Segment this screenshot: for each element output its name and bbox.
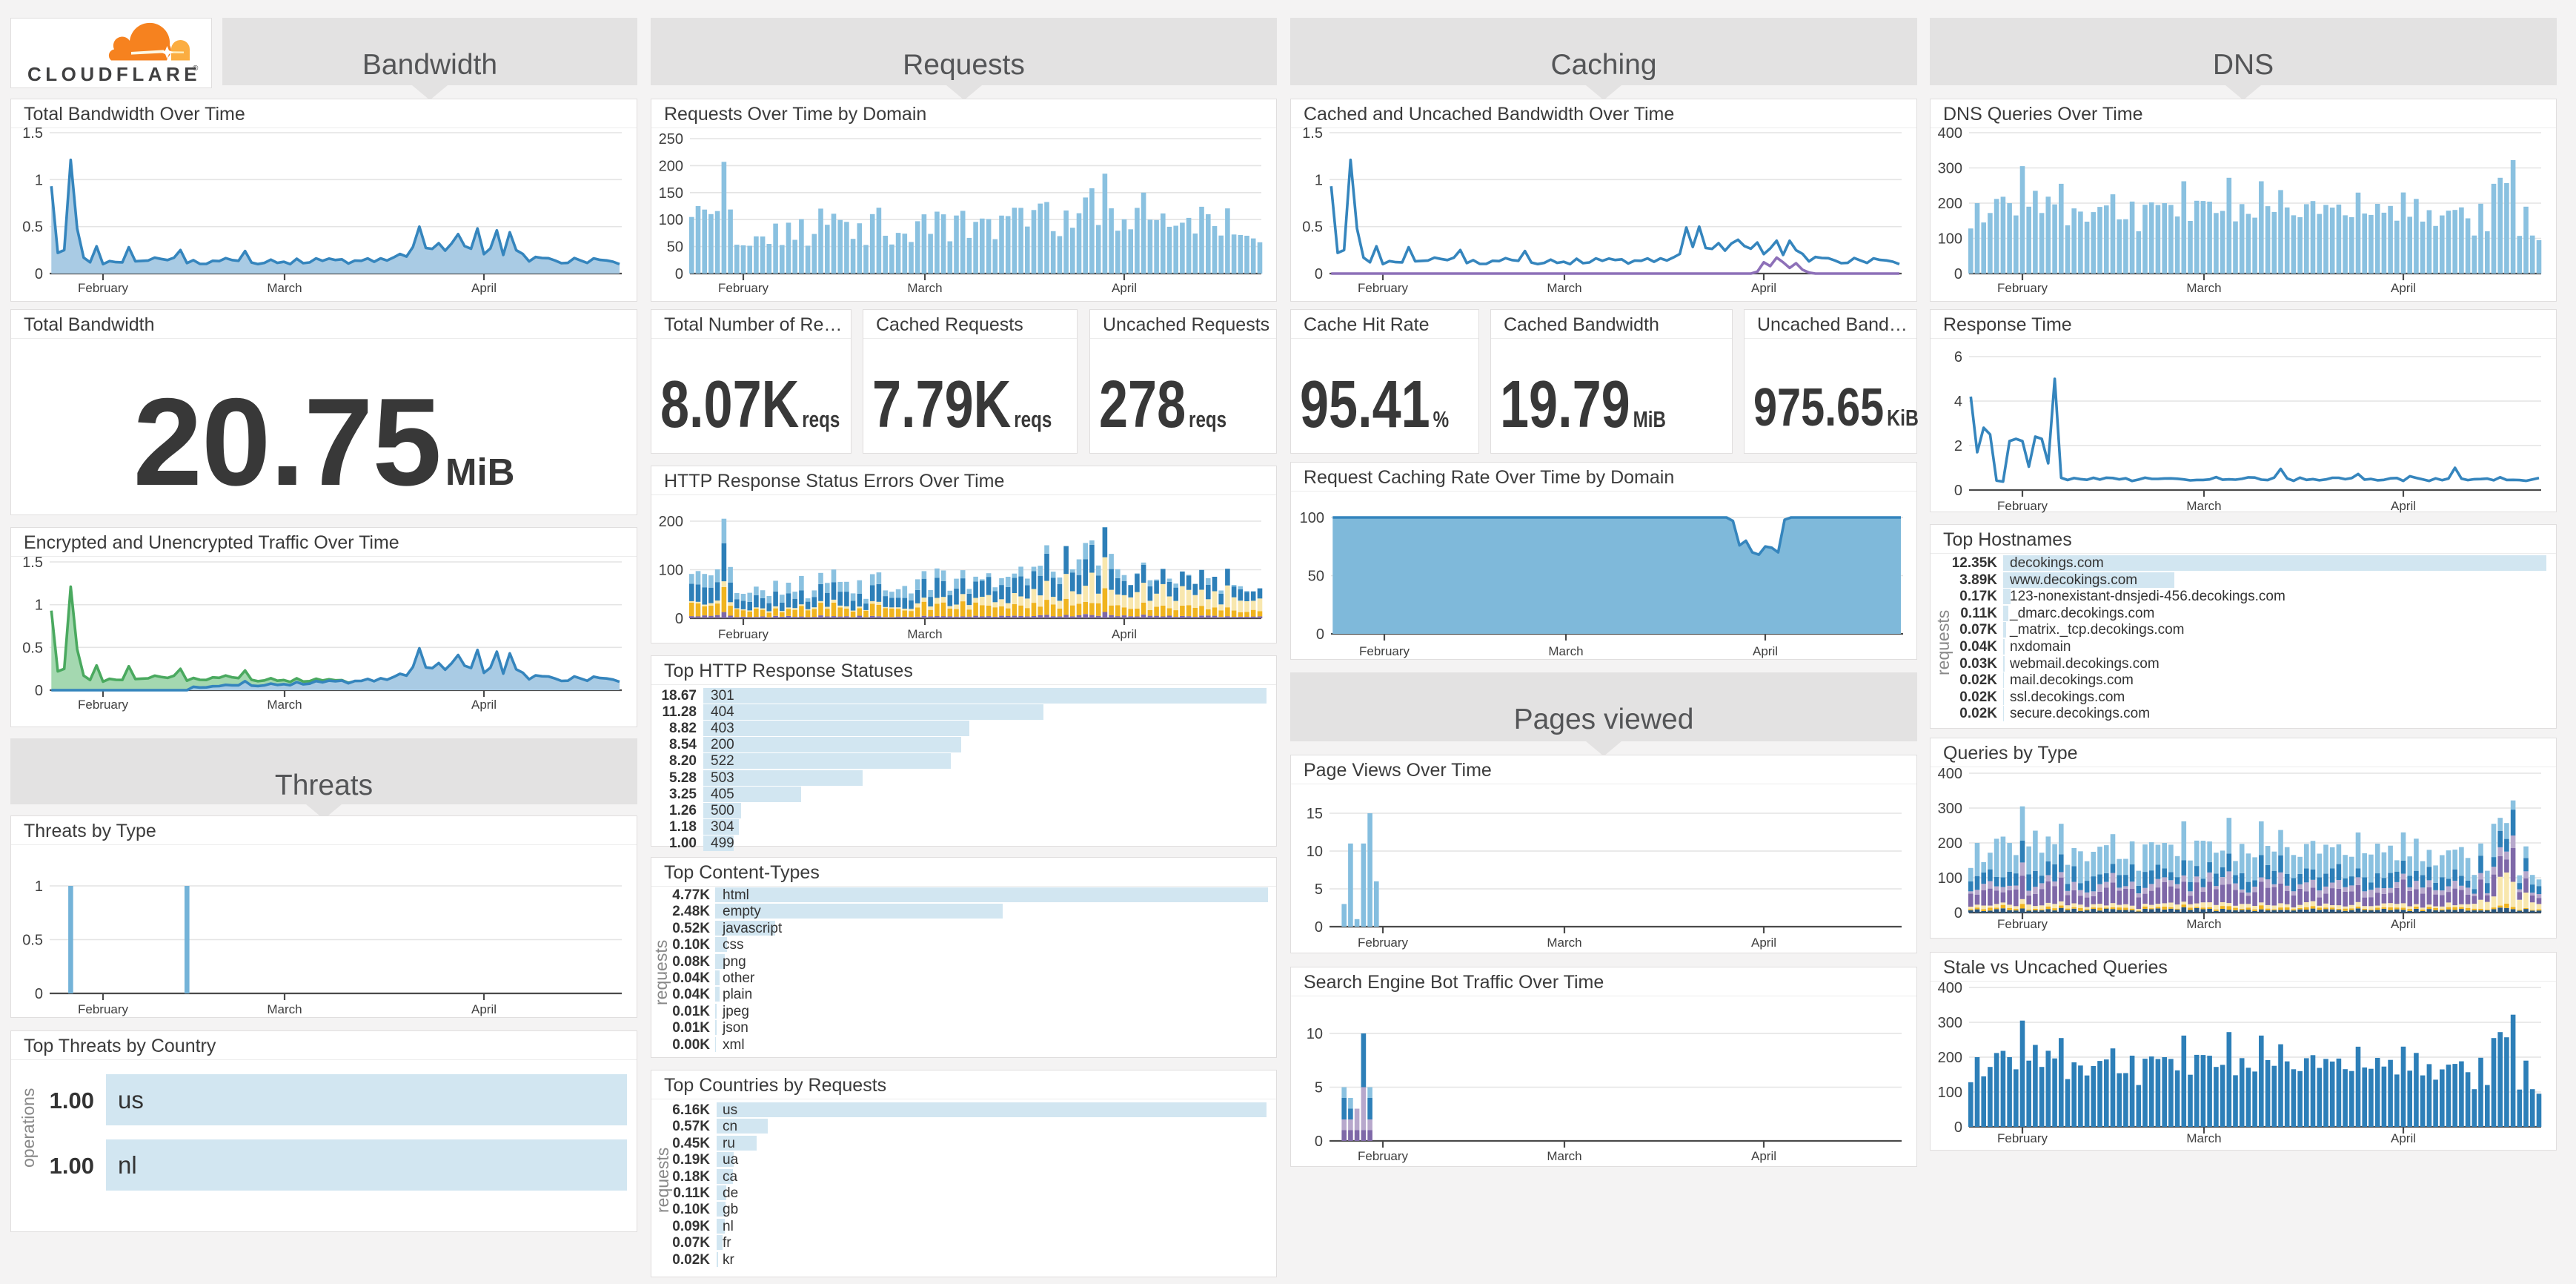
svg-text:15: 15 xyxy=(1307,806,1323,822)
svg-text:250: 250 xyxy=(659,131,683,148)
svg-text:0: 0 xyxy=(1315,1134,1323,1150)
svg-text:0.5: 0.5 xyxy=(22,219,43,236)
svg-text:March: March xyxy=(267,281,302,295)
svg-text:1.5: 1.5 xyxy=(1302,125,1323,142)
svg-text:April: April xyxy=(1751,281,1776,295)
svg-text:February: February xyxy=(1358,936,1409,950)
svg-text:50: 50 xyxy=(1308,569,1324,585)
svg-text:1.5: 1.5 xyxy=(22,555,43,571)
svg-text:100: 100 xyxy=(659,212,683,228)
svg-text:April: April xyxy=(2391,281,2416,295)
svg-text:April: April xyxy=(471,698,497,712)
svg-text:0: 0 xyxy=(35,266,43,282)
svg-text:400: 400 xyxy=(1938,980,1962,996)
svg-text:0: 0 xyxy=(1954,905,1962,921)
svg-text:March: March xyxy=(2186,281,2221,295)
svg-text:100: 100 xyxy=(1938,870,1962,887)
svg-text:200: 200 xyxy=(659,514,683,530)
svg-text:February: February xyxy=(78,1002,129,1016)
svg-text:April: April xyxy=(1751,936,1776,950)
svg-text:200: 200 xyxy=(659,158,683,174)
svg-text:0: 0 xyxy=(1315,266,1323,282)
svg-text:0: 0 xyxy=(1315,919,1323,936)
svg-text:5: 5 xyxy=(1315,1080,1323,1096)
svg-text:March: March xyxy=(2186,499,2221,513)
svg-text:CLOUDFLARE: CLOUDFLARE xyxy=(27,63,201,85)
svg-text:March: March xyxy=(907,281,942,295)
svg-text:1: 1 xyxy=(35,878,43,895)
svg-text:0: 0 xyxy=(35,683,43,699)
svg-text:400: 400 xyxy=(1938,125,1962,142)
svg-text:300: 300 xyxy=(1938,1015,1962,1031)
svg-text:March: March xyxy=(1547,281,1581,295)
svg-text:0: 0 xyxy=(675,611,683,627)
svg-text:April: April xyxy=(471,1002,497,1016)
svg-text:April: April xyxy=(1751,1149,1776,1163)
svg-text:6: 6 xyxy=(1954,349,1962,365)
svg-text:March: March xyxy=(267,1002,302,1016)
svg-text:0: 0 xyxy=(1954,266,1962,282)
svg-text:March: March xyxy=(907,627,942,641)
svg-text:10: 10 xyxy=(1307,844,1323,860)
svg-text:April: April xyxy=(1112,627,1137,641)
svg-text:April: April xyxy=(2391,917,2416,931)
svg-text:February: February xyxy=(1997,1131,2048,1145)
svg-text:February: February xyxy=(78,281,129,295)
svg-text:February: February xyxy=(1358,1149,1409,1163)
svg-text:February: February xyxy=(1997,917,2048,931)
svg-text:March: March xyxy=(2186,1131,2221,1145)
svg-text:100: 100 xyxy=(1938,231,1962,248)
svg-text:0: 0 xyxy=(1954,483,1962,499)
svg-text:1: 1 xyxy=(1315,172,1323,188)
svg-text:200: 200 xyxy=(1938,835,1962,852)
svg-text:100: 100 xyxy=(1938,1085,1962,1101)
svg-text:100: 100 xyxy=(659,563,683,579)
svg-text:February: February xyxy=(1359,644,1410,658)
svg-text:0.5: 0.5 xyxy=(22,640,43,656)
svg-text:2: 2 xyxy=(1954,438,1962,454)
svg-text:March: March xyxy=(1547,936,1581,950)
svg-text:4: 4 xyxy=(1954,394,1962,410)
svg-text:February: February xyxy=(78,698,129,712)
svg-text:April: April xyxy=(471,281,497,295)
svg-text:®: ® xyxy=(193,64,199,73)
svg-text:300: 300 xyxy=(1938,801,1962,817)
svg-text:200: 200 xyxy=(1938,196,1962,212)
svg-text:March: March xyxy=(1548,644,1583,658)
svg-text:March: March xyxy=(1547,1149,1581,1163)
svg-text:1: 1 xyxy=(35,598,43,614)
svg-text:0: 0 xyxy=(675,266,683,282)
svg-text:1.5: 1.5 xyxy=(22,125,43,142)
svg-text:10: 10 xyxy=(1307,1026,1323,1042)
svg-text:300: 300 xyxy=(1938,161,1962,177)
svg-text:1: 1 xyxy=(35,172,43,188)
svg-text:400: 400 xyxy=(1938,766,1962,782)
svg-text:April: April xyxy=(1753,644,1778,658)
svg-text:February: February xyxy=(1997,499,2048,513)
svg-text:200: 200 xyxy=(1938,1050,1962,1066)
svg-text:March: March xyxy=(2186,917,2221,931)
svg-text:February: February xyxy=(718,627,769,641)
svg-text:0.5: 0.5 xyxy=(1302,219,1323,236)
svg-text:February: February xyxy=(1997,281,2048,295)
svg-text:0.5: 0.5 xyxy=(22,933,43,949)
svg-text:0: 0 xyxy=(1316,626,1324,643)
svg-text:50: 50 xyxy=(667,239,683,256)
svg-text:0: 0 xyxy=(1954,1119,1962,1136)
svg-text:5: 5 xyxy=(1315,881,1323,898)
svg-text:April: April xyxy=(2391,499,2416,513)
svg-text:April: April xyxy=(2391,1131,2416,1145)
svg-text:March: March xyxy=(267,698,302,712)
svg-text:100: 100 xyxy=(1300,510,1324,526)
svg-text:0: 0 xyxy=(35,986,43,1002)
svg-text:February: February xyxy=(718,281,769,295)
svg-text:150: 150 xyxy=(659,185,683,202)
svg-text:February: February xyxy=(1358,281,1409,295)
svg-text:April: April xyxy=(1112,281,1137,295)
